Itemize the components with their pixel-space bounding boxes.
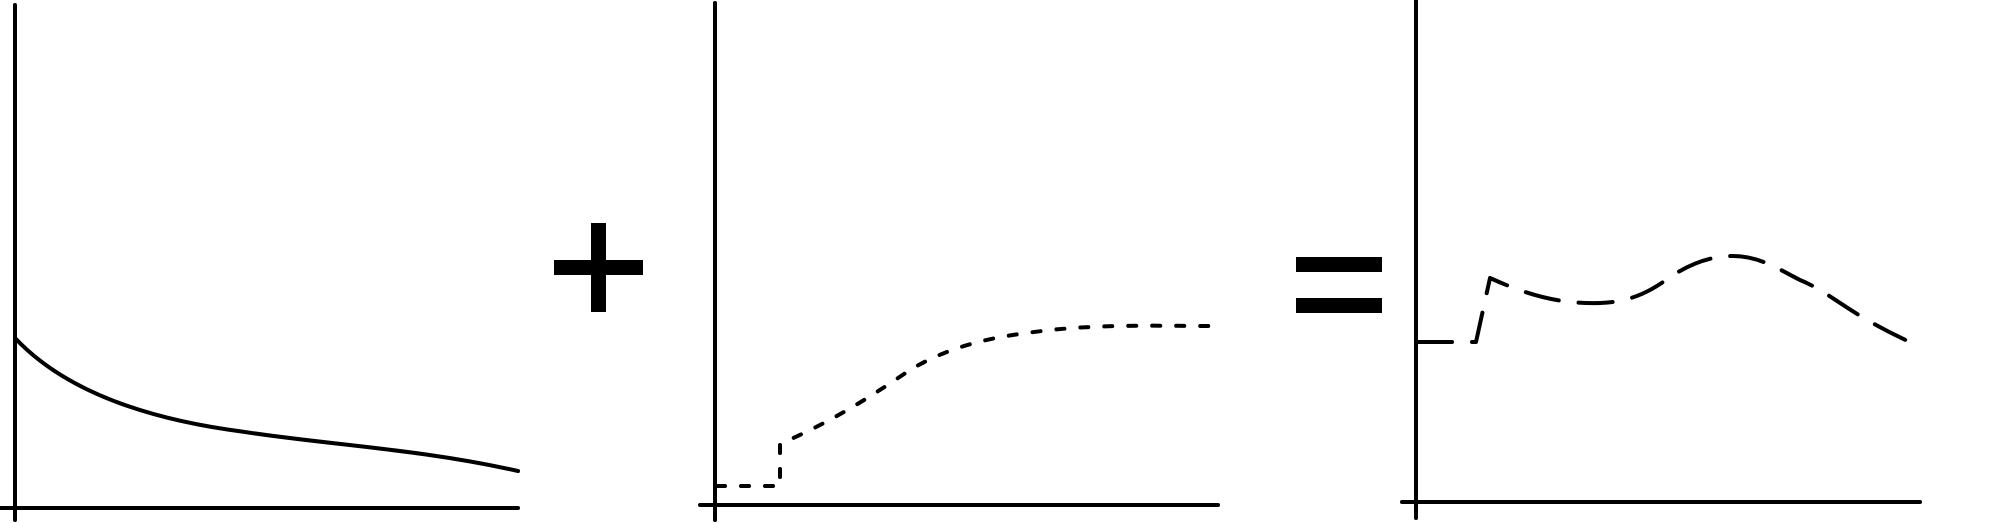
panel-2	[698, 1, 1220, 522]
panel-2-dotted-curve	[715, 323, 1212, 488]
panel-3-dashed-curve	[1416, 254, 1912, 344]
plus-vertical-bar	[591, 223, 606, 312]
panel-1-solid-curve	[13, 336, 520, 473]
plus-sign	[554, 223, 643, 312]
equals-top-bar	[1296, 257, 1382, 272]
panel-3	[1400, 0, 1922, 520]
equals-sign	[1296, 257, 1382, 313]
panel-1	[0, 3, 520, 522]
equals-bottom-bar	[1296, 298, 1382, 313]
